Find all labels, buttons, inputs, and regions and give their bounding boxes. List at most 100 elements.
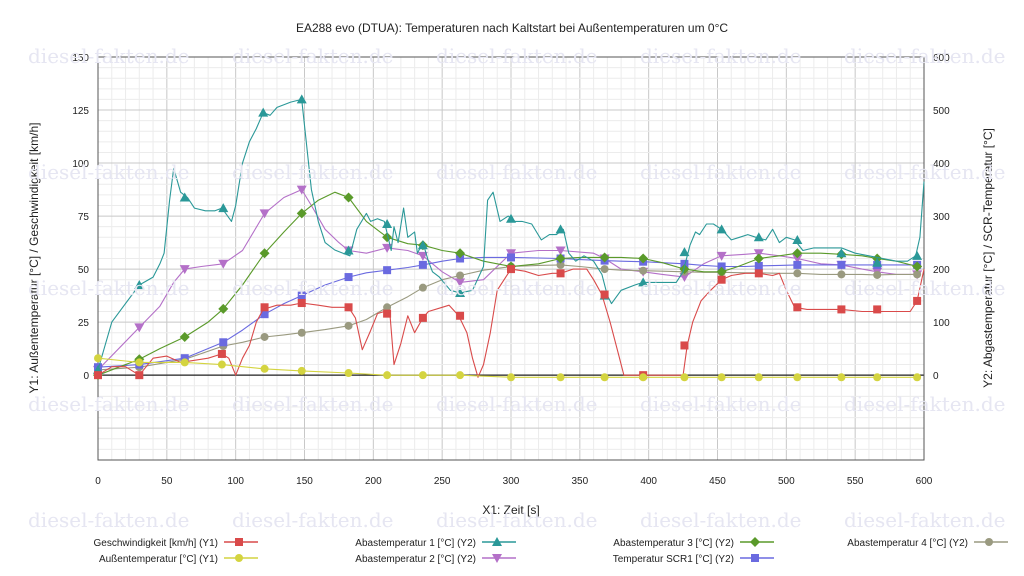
data-point <box>219 338 228 347</box>
y-right-tick-label: 100 <box>933 318 950 329</box>
legend-item: Außentemperatur [°C] (Y1) <box>99 554 258 565</box>
data-point <box>297 291 306 300</box>
series-1 <box>94 354 922 382</box>
watermark-text: diesel-fakten.de <box>640 276 802 300</box>
data-point <box>383 309 392 318</box>
tick-labels: 0 50 100 150 200 250 300 350 400 450 500 550 6000255… <box>72 53 950 487</box>
watermark-text: diesel-fakten.de <box>28 44 190 68</box>
data-point <box>679 264 690 275</box>
data-point <box>344 303 353 312</box>
data-point <box>680 341 689 350</box>
data-point <box>260 310 269 319</box>
data-point <box>217 360 226 369</box>
data-point <box>456 311 465 320</box>
data-point <box>837 260 846 269</box>
y-left-tick-label: 0 <box>83 371 89 382</box>
data-point <box>296 208 307 219</box>
data-point <box>456 371 465 380</box>
y-right-tick-label: 400 <box>933 159 950 170</box>
watermark-text: diesel-fakten.de <box>844 44 1006 68</box>
watermark-text: diesel-fakten.de <box>844 160 1006 184</box>
y-right-tick-label: 300 <box>933 212 950 223</box>
legend-item: Abastemperatur 4 [°C] (Y2) <box>847 538 1008 549</box>
data-point <box>218 203 229 213</box>
data-point <box>180 354 189 363</box>
data-point <box>600 265 609 274</box>
data-point <box>217 349 226 358</box>
data-point <box>343 245 354 255</box>
x-tick-label: 450 <box>709 476 726 487</box>
y-left-tick-label: 25 <box>78 318 90 329</box>
data-point <box>418 313 427 322</box>
data-point <box>260 303 269 312</box>
y-left-tick-label: 150 <box>72 53 89 64</box>
data-point <box>456 254 465 263</box>
data-point <box>754 269 763 278</box>
legend-label: Geschwindigkeit [km/h] (Y1) <box>94 538 219 549</box>
x-tick-label: 350 <box>571 476 588 487</box>
data-point <box>260 332 269 341</box>
data-point <box>793 373 802 382</box>
data-point <box>259 209 270 219</box>
legend-marker <box>492 537 502 546</box>
data-point <box>716 224 727 234</box>
data-point <box>179 265 190 275</box>
legend: Geschwindigkeit [km/h] (Y1) Außentemperat… <box>94 537 1008 565</box>
y-left-tick-label: 125 <box>72 106 89 117</box>
data-point <box>717 262 726 271</box>
data-point <box>555 253 566 264</box>
legend-marker <box>750 537 760 547</box>
data-point <box>639 373 648 382</box>
data-point <box>218 303 229 314</box>
watermark-text: diesel-fakten.de <box>844 276 1006 300</box>
legend-label: Temperatur SCR1 [°C] (Y2) <box>613 554 734 565</box>
data-point <box>912 250 923 260</box>
data-point <box>680 373 689 382</box>
data-point <box>180 358 189 367</box>
data-point <box>716 251 727 261</box>
watermark-text: diesel-fakten.de <box>28 508 190 532</box>
data-point <box>134 280 145 290</box>
data-point <box>837 270 846 279</box>
y-left-tick-label: 100 <box>72 159 89 170</box>
data-point <box>344 321 353 330</box>
x-tick-label: 150 <box>296 476 313 487</box>
data-point <box>506 213 516 223</box>
watermark-text: diesel-fakten.de <box>232 508 394 532</box>
watermark-text: diesel-fakten.de <box>232 44 394 68</box>
legend-item: Abastemperatur 1 [°C] (Y2) <box>355 537 516 549</box>
x-tick-label: 250 <box>434 476 451 487</box>
data-point <box>679 273 690 283</box>
x-tick-label: 50 <box>161 476 173 487</box>
x-tick-label: 550 <box>847 476 864 487</box>
data-point <box>297 299 306 308</box>
data-point <box>872 257 883 267</box>
data-point <box>296 94 307 104</box>
data-point <box>179 331 190 342</box>
legend-label: Abastemperatur 2 [°C] (Y2) <box>355 554 476 565</box>
watermark-text: diesel-fakten.de <box>436 392 598 416</box>
watermark-text: diesel-fakten.de <box>232 276 394 300</box>
watermark-text: diesel-fakten.de <box>436 160 598 184</box>
watermark-text: diesel-fakten.de <box>436 508 598 532</box>
series-layer <box>93 94 925 382</box>
watermark-text: diesel-fakten.de <box>436 276 598 300</box>
watermark-text: diesel-fakten.de <box>28 276 190 300</box>
data-point <box>507 253 515 262</box>
data-point <box>873 305 882 314</box>
x-tick-label: 200 <box>365 476 382 487</box>
data-point <box>555 224 566 234</box>
watermark-text: diesel-fakten.de <box>844 392 1006 416</box>
data-point <box>912 261 923 272</box>
data-point <box>179 192 190 202</box>
data-point <box>382 219 393 229</box>
data-point <box>556 269 565 278</box>
watermark-text: diesel-fakten.de <box>28 392 190 416</box>
data-point <box>753 232 764 242</box>
watermark-text: diesel-fakten.de <box>28 160 190 184</box>
data-point <box>600 290 609 299</box>
data-point <box>507 373 515 382</box>
watermark-text: diesel-fakten.de <box>232 160 394 184</box>
y-left-tick-label: 75 <box>78 212 90 223</box>
